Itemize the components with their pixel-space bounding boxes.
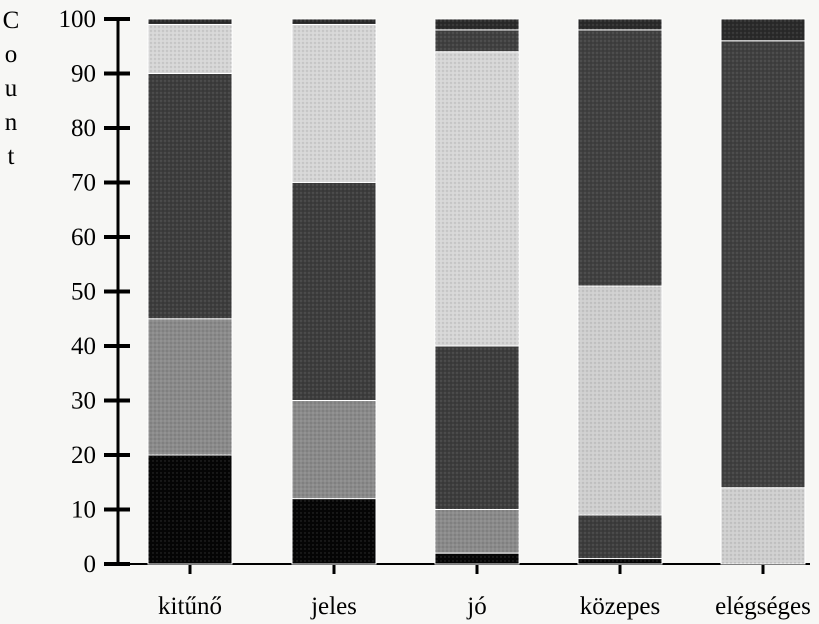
y-tick-label: 0 [84, 551, 97, 578]
y-tick-label: 80 [71, 115, 96, 142]
y-axis-title-letter: o [5, 41, 18, 68]
bar-segment-texture [292, 182, 376, 401]
bar-segment-texture [435, 346, 519, 510]
x-tick-label: közepes [580, 593, 661, 620]
bar-segment-texture [435, 19, 519, 30]
y-axis-title-letter: t [8, 143, 15, 170]
y-tick-label: 90 [71, 61, 96, 88]
y-axis-title-letter: C [3, 7, 20, 34]
bar-segment-texture [435, 51, 519, 346]
y-tick-label: 100 [59, 6, 97, 33]
bar-segment-texture [578, 29, 662, 287]
axes: 0 10 20 30 40 50 60 70 80 90 100 [59, 6, 810, 578]
bar-segment-texture [292, 400, 376, 499]
bars [147, 18, 806, 565]
bar-segment-texture [292, 24, 376, 183]
bar-segment-texture [148, 24, 232, 74]
bar-segment-texture [435, 29, 519, 52]
bar-segment-texture [721, 40, 805, 488]
y-tick-label: 20 [71, 442, 96, 469]
bar-segment-texture [721, 487, 805, 564]
bar-segment-texture [578, 19, 662, 30]
y-tick-label: 40 [71, 333, 96, 360]
bar-segment-texture [435, 553, 519, 564]
y-axis-title-letter: u [5, 75, 18, 102]
y-tick-label: 50 [71, 279, 96, 306]
y-tick-label: 60 [71, 224, 96, 251]
x-tick-label: elégséges [715, 593, 811, 620]
bar-segment-texture [292, 19, 376, 25]
x-tick-label: jó [466, 593, 486, 620]
bar-segment-texture [578, 286, 662, 515]
y-axis-title-letter: n [5, 109, 18, 136]
x-tick-label: jeles [310, 593, 357, 620]
bar-segment-texture [148, 455, 232, 564]
bar-segment-texture [721, 19, 805, 41]
bar-segment-texture [148, 19, 232, 25]
bar-segment-texture [292, 498, 376, 564]
bar-segment-texture [578, 514, 662, 559]
bar-segment-texture [148, 73, 232, 319]
bar-segment-texture [435, 509, 519, 554]
x-tick-label: kitűnő [158, 593, 222, 620]
bar-segment-texture [148, 318, 232, 455]
y-tick-label: 30 [71, 388, 96, 415]
y-tick-label: 10 [71, 497, 96, 524]
y-tick-label: 70 [71, 170, 96, 197]
bar-segment-texture [578, 558, 662, 564]
x-axis-labels: kitűnő jeles jó közepes elégséges [158, 593, 811, 620]
